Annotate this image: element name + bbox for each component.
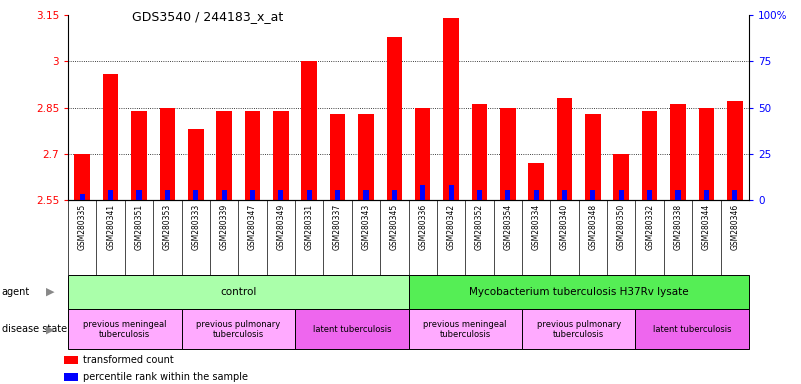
Bar (500, 108, 516, 200)
Bar (103, 74, 119, 200)
Bar (477, 190, 482, 200)
Bar (301, 61, 317, 200)
Text: ▶: ▶ (46, 287, 55, 297)
Text: GSM280347: GSM280347 (248, 204, 257, 250)
Bar (557, 98, 573, 200)
Text: GSM280349: GSM280349 (276, 204, 285, 250)
Bar (330, 114, 345, 200)
Bar (335, 190, 340, 200)
Bar (136, 190, 142, 200)
Text: GSM280335: GSM280335 (78, 204, 87, 250)
Bar (273, 111, 288, 200)
Text: GSM280342: GSM280342 (447, 204, 456, 250)
Text: GSM280343: GSM280343 (361, 204, 370, 250)
Bar (529, 163, 544, 200)
Bar (358, 114, 374, 200)
Text: GSM280352: GSM280352 (475, 204, 484, 250)
Text: GSM280338: GSM280338 (674, 204, 682, 250)
Bar (364, 190, 368, 200)
Text: GSM280337: GSM280337 (333, 204, 342, 250)
Bar (614, 154, 629, 200)
Text: GSM280346: GSM280346 (731, 204, 739, 250)
Text: GSM280336: GSM280336 (418, 204, 427, 250)
Text: GSM280345: GSM280345 (390, 204, 399, 250)
Bar (449, 185, 453, 200)
Bar (421, 185, 425, 200)
Bar (80, 194, 85, 200)
Text: GSM280350: GSM280350 (617, 204, 626, 250)
Bar (585, 114, 601, 200)
Text: ▶: ▶ (46, 324, 55, 334)
Bar (392, 190, 396, 200)
Text: disease state: disease state (2, 324, 66, 334)
Bar (244, 111, 260, 200)
Bar (642, 111, 658, 200)
Bar (670, 104, 686, 200)
Bar (159, 108, 175, 200)
Bar (387, 37, 402, 200)
Bar (590, 190, 595, 200)
Text: previous pulmonary
tuberculosis: previous pulmonary tuberculosis (196, 319, 280, 339)
Text: previous pulmonary
tuberculosis: previous pulmonary tuberculosis (537, 319, 621, 339)
Text: agent: agent (2, 287, 30, 297)
Text: percentile rank within the sample: percentile rank within the sample (83, 372, 248, 382)
Bar (618, 190, 624, 200)
Text: previous meningeal
tuberculosis: previous meningeal tuberculosis (424, 319, 507, 339)
Text: latent tuberculosis: latent tuberculosis (312, 325, 391, 334)
Text: GSM280333: GSM280333 (191, 204, 200, 250)
Text: GSM280348: GSM280348 (589, 204, 598, 250)
Text: control: control (220, 287, 256, 297)
Bar (278, 190, 284, 200)
Bar (131, 111, 147, 200)
Bar (732, 190, 737, 200)
Bar (562, 190, 567, 200)
Text: latent tuberculosis: latent tuberculosis (653, 325, 731, 334)
Text: GSM280331: GSM280331 (304, 204, 314, 250)
Text: GSM280351: GSM280351 (135, 204, 143, 250)
Bar (505, 190, 510, 200)
Bar (250, 190, 255, 200)
Bar (472, 104, 487, 200)
Bar (704, 190, 709, 200)
Bar (727, 101, 743, 200)
Bar (74, 154, 90, 200)
Bar (443, 18, 459, 200)
Text: GSM280334: GSM280334 (532, 204, 541, 250)
Bar (675, 190, 681, 200)
Text: Mycobacterium tuberculosis H37Rv lysate: Mycobacterium tuberculosis H37Rv lysate (469, 287, 689, 297)
Text: GSM280340: GSM280340 (560, 204, 569, 250)
Bar (188, 129, 203, 200)
Bar (165, 190, 170, 200)
Bar (698, 108, 714, 200)
Bar (193, 190, 199, 200)
Bar (307, 190, 312, 200)
Bar (415, 108, 430, 200)
Text: previous meningeal
tuberculosis: previous meningeal tuberculosis (83, 319, 167, 339)
Bar (647, 190, 652, 200)
Bar (216, 111, 232, 200)
Text: GSM280353: GSM280353 (163, 204, 172, 250)
Bar (222, 190, 227, 200)
Text: GDS3540 / 244183_x_at: GDS3540 / 244183_x_at (132, 10, 284, 23)
Text: GSM280332: GSM280332 (645, 204, 654, 250)
Text: GSM280344: GSM280344 (702, 204, 710, 250)
Bar (108, 190, 113, 200)
Bar (533, 190, 539, 200)
Text: GSM280341: GSM280341 (107, 204, 115, 250)
Text: GSM280354: GSM280354 (503, 204, 513, 250)
Text: GSM280339: GSM280339 (219, 204, 228, 250)
Text: transformed count: transformed count (83, 355, 173, 365)
